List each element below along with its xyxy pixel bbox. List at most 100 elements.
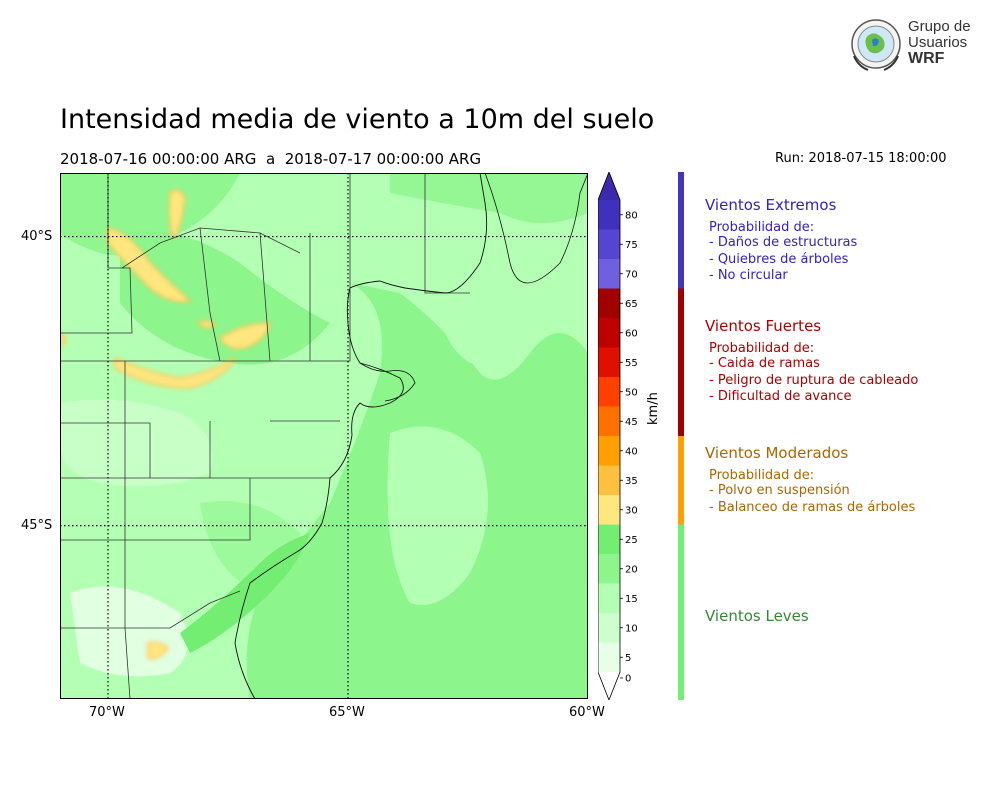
colorbar-tick-label: 15 bbox=[625, 594, 638, 605]
colorbar-tick-label: 40 bbox=[625, 446, 638, 457]
globe-emblem-icon bbox=[851, 19, 901, 71]
category-item: - Caida de ramas bbox=[709, 356, 820, 371]
category-strong: Vientos Fuertes Probabilidad de: - Caida… bbox=[705, 317, 918, 406]
strong-wind-streak bbox=[196, 320, 217, 329]
category-prob-label: Probabilidad de: bbox=[709, 468, 815, 483]
land-wind-patch bbox=[60, 173, 240, 256]
category-title: Vientos Fuertes bbox=[705, 317, 822, 335]
colorbar-tick-label: 0 bbox=[625, 674, 631, 685]
colorbar-bin bbox=[598, 406, 620, 436]
graticule bbox=[60, 173, 588, 699]
lon-label: 65°W bbox=[329, 705, 365, 720]
category-prob-label: Probabilidad de: bbox=[709, 220, 815, 235]
colorbar-bin bbox=[598, 259, 620, 289]
category-item: - Balanceo de ramas de árboles bbox=[709, 499, 916, 515]
province-border bbox=[60, 478, 251, 541]
period-separator: a bbox=[265, 150, 276, 168]
coastal-wind-band bbox=[180, 533, 310, 653]
run-label: Run: 2018-07-15 18:00:00 bbox=[775, 151, 947, 166]
forecast-period: 2018-07-16 00:00:00 ARG a 2018-07-17 00:… bbox=[60, 150, 481, 168]
logo-line-1: Grupo de bbox=[908, 18, 971, 35]
colorbar-tick-label: 10 bbox=[625, 623, 638, 634]
land-wind-patch bbox=[390, 173, 588, 223]
logo-line-3: WRF bbox=[908, 50, 945, 67]
colorbar-unit: km/h bbox=[646, 392, 661, 425]
category-segment-light bbox=[678, 524, 684, 700]
colorbar-bin bbox=[598, 524, 620, 554]
colorbar-bin bbox=[598, 229, 620, 259]
category-item: - Quiebres de árboles bbox=[709, 251, 849, 267]
colorbar-bin bbox=[598, 554, 620, 584]
wind-map bbox=[60, 173, 588, 699]
lon-label: 60°W bbox=[569, 705, 605, 720]
colorbar-tick-label: 65 bbox=[625, 299, 638, 310]
colorbar-bin bbox=[598, 495, 620, 525]
wrf-logo: Grupo de Usuarios WRF bbox=[848, 16, 978, 72]
period-start: 2018-07-16 00:00:00 ARG bbox=[60, 150, 257, 168]
category-extreme: Vientos Extremos Probabilidad de: - Daño… bbox=[705, 196, 857, 285]
category-item: - Peligro de ruptura de cableado bbox=[709, 372, 919, 388]
lon-label: 70°W bbox=[89, 705, 125, 720]
colorbar-extend-max bbox=[598, 172, 620, 200]
category-item: - Daños de estructuras bbox=[709, 235, 858, 250]
category-segment-moderate bbox=[678, 436, 684, 525]
colorbar-tick-label: 5 bbox=[625, 653, 631, 664]
lat-label: 40°S bbox=[21, 228, 53, 244]
country-border bbox=[124, 361, 131, 699]
colorbar-extend-min bbox=[598, 672, 620, 700]
colorbar-bin bbox=[598, 200, 620, 230]
category-item: - Dificultad de avance bbox=[709, 389, 852, 404]
colorbar-tick-label: 50 bbox=[625, 387, 638, 398]
strong-wind-streak bbox=[114, 356, 237, 389]
strong-wind-streak bbox=[218, 322, 271, 350]
category-moderate: Vientos Moderados Probabilidad de: - Pol… bbox=[705, 444, 915, 516]
colorbar-bin bbox=[598, 288, 620, 318]
colorbar-tick-label: 80 bbox=[625, 210, 638, 221]
province-border bbox=[199, 227, 221, 362]
colorbar-tick-label: 35 bbox=[625, 476, 638, 487]
colorbar-tick-label: 60 bbox=[625, 328, 638, 339]
category-segment-extreme bbox=[678, 172, 684, 289]
strong-wind-streak bbox=[147, 641, 170, 660]
province-border bbox=[60, 173, 351, 362]
colorbar-bin bbox=[598, 436, 620, 466]
colorbar-bin bbox=[598, 583, 620, 613]
category-prob-label: Probabilidad de: bbox=[709, 341, 815, 356]
river-plate-coast bbox=[484, 173, 588, 284]
colorbar-bin bbox=[598, 377, 620, 407]
land-wind-patch bbox=[120, 231, 330, 365]
map-frame bbox=[60, 173, 588, 699]
lat-label: 45°S bbox=[21, 517, 53, 533]
logo-text: Grupo de Usuarios WRF bbox=[908, 19, 971, 67]
colorbar-bin bbox=[598, 347, 620, 377]
strong-wind-streak bbox=[168, 189, 186, 240]
ocean-calm-zone-2 bbox=[440, 296, 520, 363]
political-borders bbox=[60, 173, 470, 699]
bay-outline bbox=[359, 362, 416, 402]
colorbar-tick-label: 25 bbox=[625, 535, 638, 546]
province-border bbox=[259, 232, 271, 362]
strong-wind-streak bbox=[107, 227, 192, 303]
colorbar-tick-label: 55 bbox=[625, 358, 638, 369]
category-title: Vientos Extremos bbox=[705, 196, 837, 214]
ocean-calm-zone bbox=[387, 426, 488, 605]
category-item: - No circular bbox=[709, 268, 788, 283]
colorbar-tick-label: 70 bbox=[625, 269, 638, 280]
colorbar-tick-label: 45 bbox=[625, 417, 638, 428]
province-border bbox=[60, 422, 151, 478]
map-title: Intensidad media de viento a 10m del sue… bbox=[60, 104, 655, 135]
category-bar bbox=[678, 172, 684, 700]
category-item: - Polvo en suspensión bbox=[709, 483, 850, 498]
category-segment-strong bbox=[678, 288, 684, 436]
colorbar-bin bbox=[598, 642, 620, 672]
category-title: Vientos Leves bbox=[705, 607, 809, 625]
coastline bbox=[234, 173, 488, 699]
land-wind-patch bbox=[60, 399, 212, 487]
colorbar-tick-label: 20 bbox=[625, 564, 638, 575]
colorbar-tick-label: 75 bbox=[625, 240, 638, 251]
category-light: Vientos Leves bbox=[705, 607, 809, 625]
province-border bbox=[424, 173, 470, 294]
colorbar-outline bbox=[598, 172, 621, 700]
colorbar-bin bbox=[598, 318, 620, 348]
